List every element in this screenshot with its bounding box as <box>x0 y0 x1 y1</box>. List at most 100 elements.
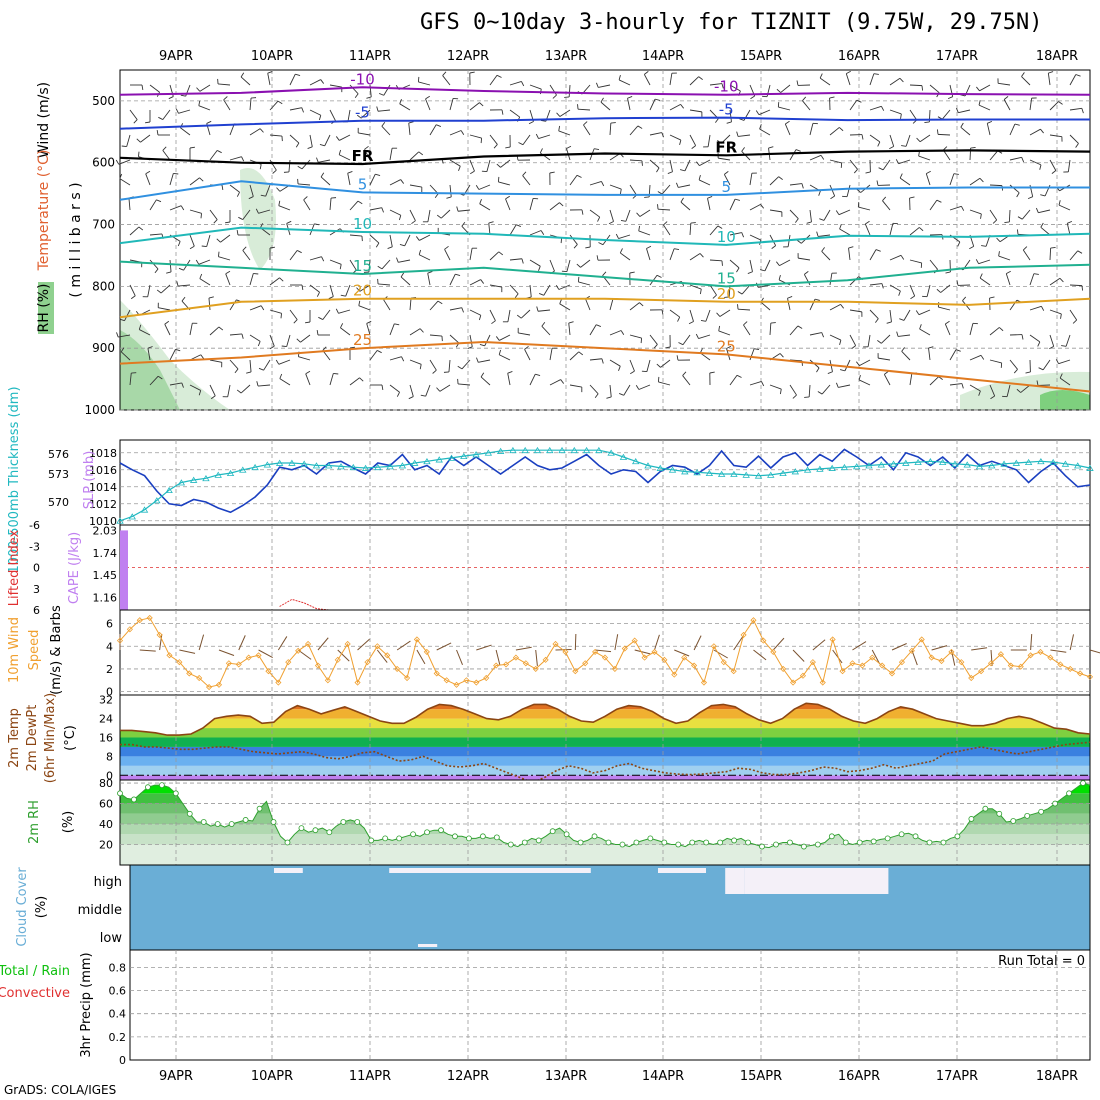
cloud-gap-high <box>389 868 418 873</box>
x-tick-label-top: 13APR <box>545 49 587 64</box>
wind-barb-flag <box>576 174 582 178</box>
wind10-barb <box>852 641 867 651</box>
wind-barb-flag <box>1003 96 1009 100</box>
thickness-marker <box>472 451 480 458</box>
wind-barb-flag <box>770 322 776 324</box>
wind-barb-flag <box>507 371 513 374</box>
wind-barb-flag <box>602 271 607 276</box>
wind-barb <box>669 134 682 141</box>
wind-barb <box>229 184 240 193</box>
wind-barb-flag <box>976 86 980 92</box>
wind-barb <box>585 298 591 311</box>
wind-barb <box>689 284 702 290</box>
wind-barb <box>444 249 451 261</box>
wind-barb <box>569 175 578 186</box>
wind-barb <box>849 276 859 286</box>
rh2m-marker <box>340 819 347 825</box>
wind-barb <box>819 77 831 86</box>
wind-barb <box>209 150 218 161</box>
wind10-marker <box>156 631 163 638</box>
wind10-marker <box>760 637 767 644</box>
wind-barb <box>223 99 231 111</box>
wind-barb <box>589 209 600 218</box>
wind-barb-flag <box>578 351 584 356</box>
wind-barb <box>389 148 393 161</box>
wind-barb <box>509 284 519 295</box>
wind-barb <box>509 109 520 118</box>
wind10-marker <box>829 636 836 643</box>
wind10-marker <box>413 636 421 643</box>
wind-barb <box>199 84 211 92</box>
wind-barb-flag <box>1059 277 1064 283</box>
wind-barb <box>169 382 182 386</box>
wind-barb-flag <box>938 376 943 380</box>
wind-barb-flag <box>236 192 240 197</box>
wind-barb <box>349 234 362 237</box>
wind-barb-flag <box>900 255 905 260</box>
y-axis-minmax-label: (6hr Min/Max) <box>43 693 58 783</box>
wind-barb <box>658 381 671 386</box>
wind-barb <box>749 259 753 272</box>
wind-barb-flag <box>600 97 604 103</box>
wind10-barb <box>634 649 651 655</box>
wind-barb-flag <box>356 114 362 119</box>
wind-barb-flag <box>218 326 224 331</box>
wind-barb-flag <box>987 120 993 124</box>
wind-barb-flag <box>470 170 475 175</box>
wind-barb-flag <box>216 238 221 243</box>
wind-tick-label: 4 <box>106 640 113 653</box>
wind-barb-flag <box>119 318 125 322</box>
wind-barb <box>218 256 231 261</box>
wind-barb <box>429 124 437 136</box>
wind-barb <box>709 284 717 296</box>
wind-barb-flag <box>637 125 643 129</box>
wind10-marker <box>908 647 915 654</box>
wind-barb <box>760 301 771 311</box>
thickness-marker <box>668 466 677 473</box>
rh2m-marker <box>703 839 710 846</box>
wind-barb <box>623 384 631 396</box>
wind-barb-flag <box>260 194 266 197</box>
wind-barb-flag <box>953 173 959 175</box>
wind-barb-flag <box>835 382 839 388</box>
slp-tick-label: 1018 <box>89 447 117 460</box>
thickness-marker <box>730 470 738 477</box>
wind-barb <box>629 359 635 372</box>
wind-barb-flag <box>321 256 325 262</box>
contour-label: 20 <box>717 285 736 303</box>
wind10-marker <box>819 679 826 686</box>
wind10-marker <box>582 660 589 667</box>
y-axis-cloud-label: Cloud Cover <box>15 867 30 947</box>
cloud-gap-high <box>274 868 303 873</box>
wind-barb <box>449 274 456 286</box>
wind10-marker <box>215 681 223 688</box>
wind-barb-flag <box>878 167 884 171</box>
wind-barb-flag <box>653 344 658 349</box>
cloud-gap-high <box>418 868 591 873</box>
cape-tick-label: 1.45 <box>93 569 118 582</box>
wind-barb <box>779 259 791 267</box>
wind-barb <box>140 134 151 143</box>
wind-barb-flag <box>322 346 327 351</box>
wind-barb <box>169 205 182 211</box>
wind-barb-flag <box>538 266 541 272</box>
wind-barb-flag <box>581 209 584 215</box>
thickness-marker <box>754 472 763 479</box>
wind-barb <box>1029 273 1035 286</box>
wind-barb-flag <box>461 307 464 313</box>
wind-barb-flag <box>198 100 201 106</box>
wind-barb <box>989 184 1003 187</box>
wind-barb <box>478 184 491 190</box>
wind-barb-flag <box>467 346 473 349</box>
wind-barb <box>698 334 711 339</box>
wind-barb-flag <box>975 259 979 264</box>
wind-barb <box>718 157 731 161</box>
wind-barb <box>808 384 811 398</box>
wind-barb <box>949 84 954 97</box>
rh2m-marker <box>759 843 765 850</box>
wind-barb <box>1009 359 1018 370</box>
rh-shade <box>1040 390 1090 410</box>
y-tick-label: 700 <box>92 218 115 232</box>
wind-barb <box>1059 377 1071 386</box>
wind-barb <box>419 254 431 261</box>
